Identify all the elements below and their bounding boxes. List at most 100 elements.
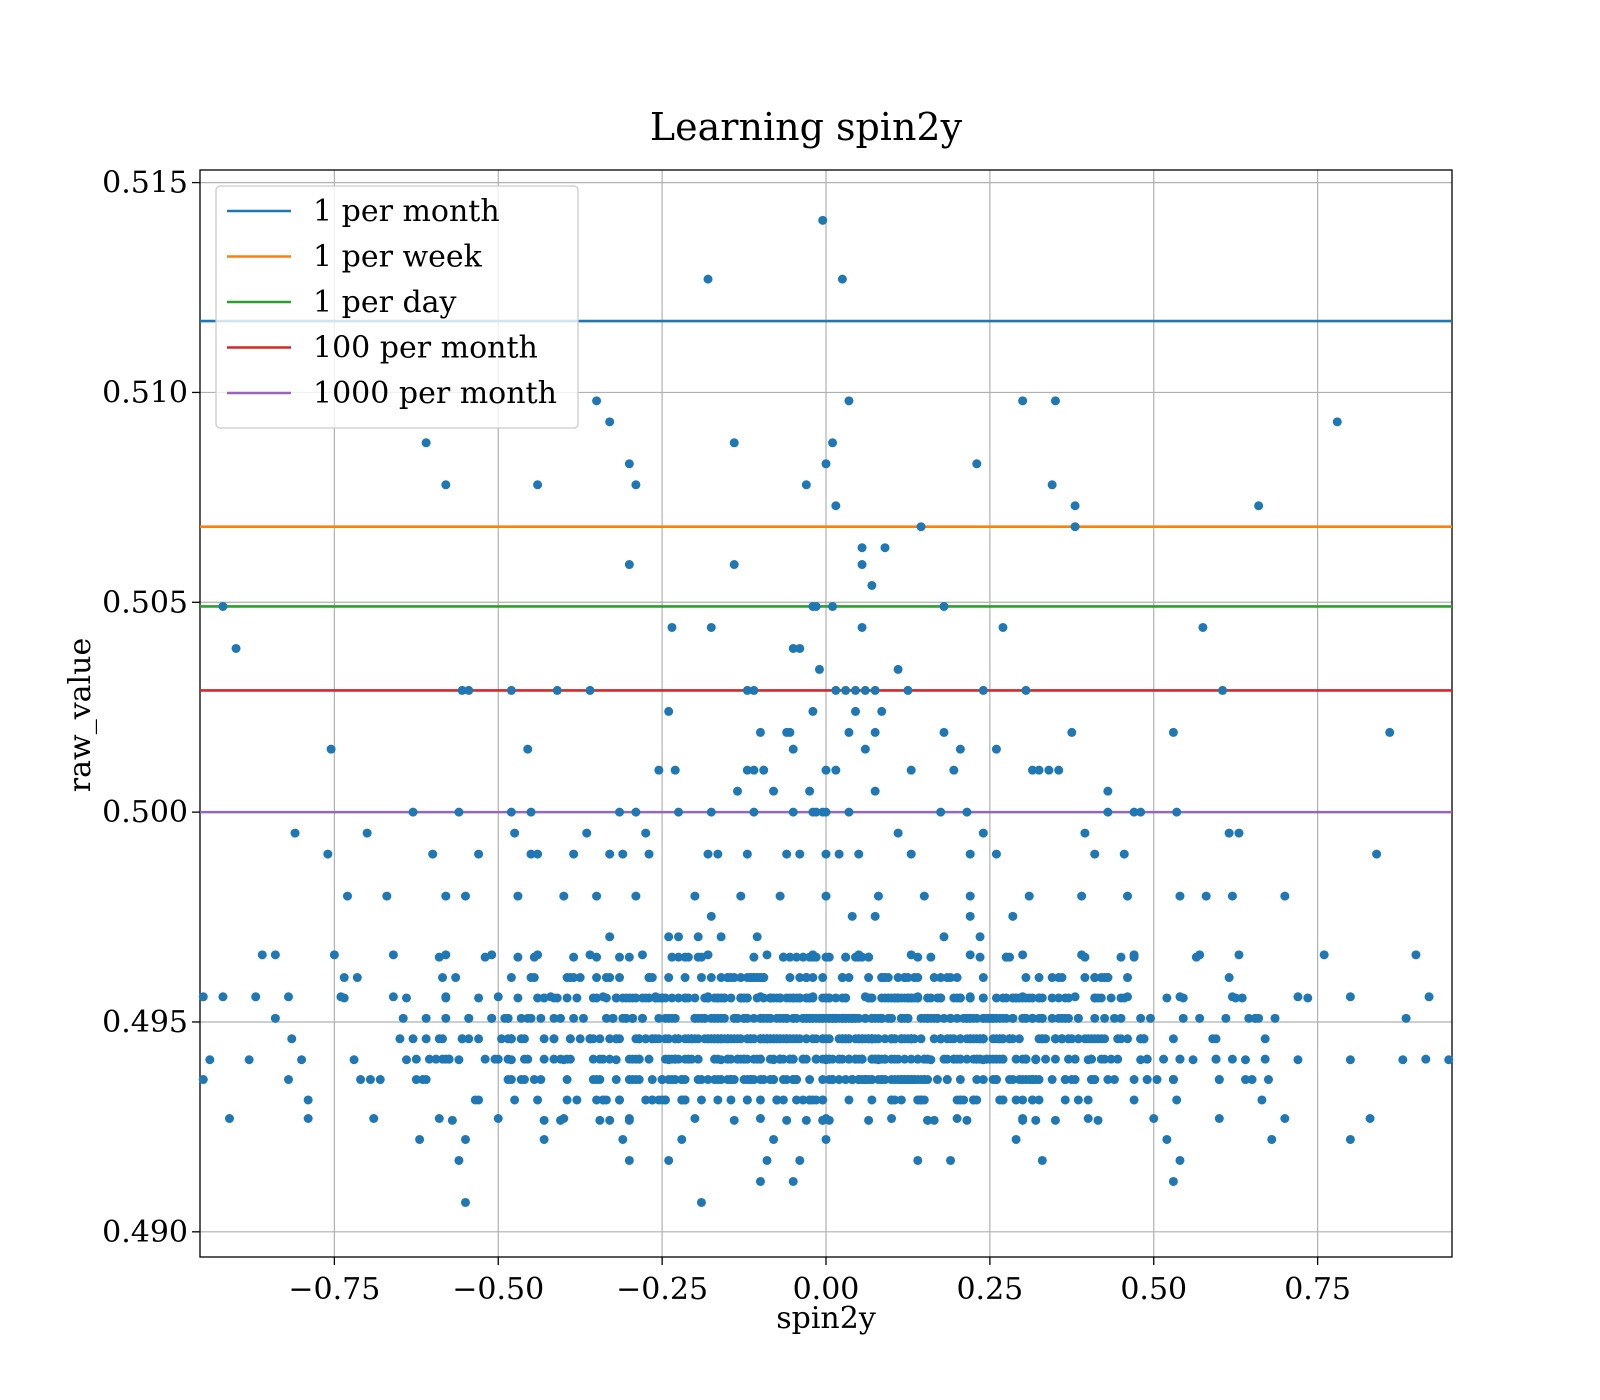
data-point xyxy=(624,952,634,962)
data-point xyxy=(526,849,536,859)
data-point xyxy=(408,1034,418,1044)
data-point xyxy=(562,1095,572,1105)
legend-label: 1 per day xyxy=(313,285,457,320)
data-point xyxy=(955,1075,965,1085)
data-point xyxy=(949,765,959,775)
data-point xyxy=(1060,1095,1070,1105)
data-point xyxy=(664,973,674,983)
data-point xyxy=(205,1055,215,1065)
data-point xyxy=(785,727,795,737)
data-point xyxy=(896,1034,906,1044)
data-point xyxy=(1064,993,1074,1003)
data-point xyxy=(474,849,484,859)
data-point xyxy=(549,1013,559,1023)
data-point xyxy=(503,1075,513,1085)
data-point xyxy=(792,1013,802,1023)
data-point xyxy=(1027,993,1037,1003)
data-point xyxy=(1050,1115,1060,1125)
data-point xyxy=(565,1034,575,1044)
data-point xyxy=(369,1114,379,1124)
data-point xyxy=(1129,807,1139,817)
data-point xyxy=(601,1013,611,1023)
data-point xyxy=(615,973,625,983)
data-point xyxy=(811,1095,821,1105)
data-point xyxy=(1113,1054,1123,1064)
data-point xyxy=(1014,1075,1024,1085)
data-point xyxy=(1152,1075,1162,1085)
data-point xyxy=(965,1013,975,1023)
data-point xyxy=(526,1013,536,1023)
data-point xyxy=(539,1054,549,1064)
data-point xyxy=(1162,1134,1172,1144)
data-point xyxy=(939,1013,949,1023)
data-point xyxy=(1319,950,1329,960)
data-point xyxy=(742,1095,752,1105)
data-point xyxy=(693,1075,703,1085)
data-point xyxy=(765,1075,775,1085)
data-point xyxy=(959,1013,969,1023)
data-point xyxy=(877,993,887,1003)
data-point xyxy=(1073,1095,1083,1105)
data-point xyxy=(870,911,880,921)
data-point xyxy=(1103,1075,1113,1085)
data-point xyxy=(939,601,949,611)
data-point xyxy=(687,1054,697,1064)
data-point xyxy=(470,1095,480,1105)
data-point xyxy=(729,438,739,448)
data-point xyxy=(664,932,674,942)
data-point xyxy=(624,1054,634,1064)
data-point xyxy=(401,1055,411,1065)
data-point xyxy=(864,1115,874,1125)
data-point xyxy=(1345,1134,1355,1144)
data-point xyxy=(670,765,680,775)
data-point xyxy=(352,973,362,983)
data-point xyxy=(837,1034,847,1044)
data-point xyxy=(762,950,772,960)
data-point xyxy=(1270,1013,1280,1023)
data-point xyxy=(1021,685,1031,695)
data-point xyxy=(664,706,674,716)
data-point xyxy=(1037,1013,1047,1023)
data-point xyxy=(1021,1075,1031,1085)
data-point xyxy=(198,992,208,1002)
data-point xyxy=(706,1013,716,1023)
data-point xyxy=(1073,1034,1083,1044)
data-point xyxy=(1116,952,1126,962)
data-point xyxy=(218,992,228,1002)
data-point xyxy=(978,1075,988,1085)
data-point xyxy=(955,993,965,1003)
data-point xyxy=(578,1013,588,1023)
data-point xyxy=(457,685,467,695)
x-tick-label: 0.50 xyxy=(1120,1272,1187,1307)
data-point xyxy=(523,744,533,754)
data-point xyxy=(723,1034,733,1044)
data-point xyxy=(529,973,539,983)
data-point xyxy=(552,685,562,695)
data-point xyxy=(1280,1114,1290,1124)
data-point xyxy=(880,1054,890,1064)
data-point xyxy=(1100,1013,1110,1023)
data-point xyxy=(929,1115,939,1125)
data-point xyxy=(680,952,690,962)
data-point xyxy=(854,849,864,859)
data-point xyxy=(592,952,602,962)
data-point xyxy=(631,480,641,490)
data-point xyxy=(1345,992,1355,1002)
data-point xyxy=(834,1054,844,1064)
data-point xyxy=(857,622,867,632)
data-point xyxy=(608,1013,618,1023)
data-point xyxy=(808,706,818,716)
data-point xyxy=(615,952,625,962)
data-points xyxy=(198,215,1454,1207)
data-point xyxy=(1027,1075,1037,1085)
data-point xyxy=(903,685,913,695)
data-point xyxy=(962,1054,972,1064)
data-point xyxy=(896,1075,906,1085)
data-point xyxy=(696,973,706,983)
data-point xyxy=(1201,891,1211,901)
data-point xyxy=(778,952,788,962)
data-point xyxy=(592,993,602,1003)
data-point xyxy=(841,1075,851,1085)
data-point xyxy=(719,1013,729,1023)
data-point xyxy=(683,1034,693,1044)
